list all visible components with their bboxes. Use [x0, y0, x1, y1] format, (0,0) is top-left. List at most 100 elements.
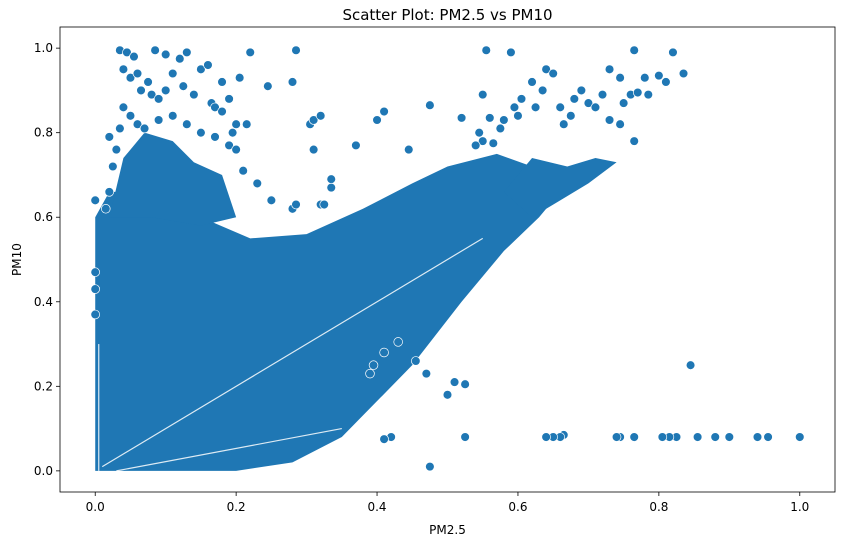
- scatter-point: [146, 89, 157, 100]
- y-axis-ticks: 0.0 0.2 0.4 0.6 0.8 1.0: [34, 41, 60, 478]
- scatter-point: [315, 111, 326, 121]
- scatter-point: [615, 72, 625, 83]
- y-tick-label: 0.2: [34, 379, 53, 393]
- scatter-point: [379, 434, 389, 444]
- scatter-point: [287, 77, 298, 87]
- x-tick-label: 0.6: [508, 500, 527, 514]
- scatter-point: [104, 132, 115, 142]
- scatter-point: [217, 106, 227, 117]
- scatter-point: [153, 94, 164, 104]
- scatter-point: [537, 85, 548, 96]
- scatter-point: [101, 204, 111, 214]
- scatter-point: [245, 47, 255, 58]
- scatter-point: [566, 111, 576, 121]
- scatter-point: [604, 115, 615, 125]
- scatter-point: [372, 115, 382, 125]
- scatter-point: [640, 72, 650, 83]
- scatter-point: [404, 144, 414, 155]
- scatter-point: [217, 77, 227, 87]
- scatter-point: [541, 64, 551, 75]
- scatter-point: [308, 115, 319, 125]
- scatter-point: [657, 432, 668, 442]
- scatter-point: [752, 432, 763, 442]
- scatter-point: [238, 165, 248, 176]
- scatter-point: [90, 195, 100, 206]
- scatter-point: [153, 115, 164, 125]
- scatter-point: [351, 140, 361, 151]
- scatter-point: [227, 127, 238, 138]
- scatter-point: [583, 98, 594, 108]
- y-tick-label: 0.4: [34, 295, 53, 309]
- x-axis-label: PM2.5: [429, 523, 466, 537]
- scatter-point: [678, 68, 689, 79]
- scatter-point: [499, 115, 509, 125]
- scatter-point: [104, 187, 115, 197]
- scatter-point: [470, 140, 481, 151]
- scatter-point: [143, 77, 153, 87]
- scatter-point: [90, 309, 100, 320]
- scatter-point: [569, 94, 580, 104]
- scatter-points-layer: [90, 45, 805, 472]
- y-tick-label: 0.6: [34, 210, 53, 224]
- scatter-point: [182, 47, 192, 58]
- scatter-point: [513, 111, 523, 121]
- scatter-point: [210, 132, 220, 142]
- scatter-point: [516, 94, 527, 104]
- scatter-point: [530, 102, 541, 113]
- scatter-point: [629, 432, 639, 442]
- scatter-point: [509, 102, 520, 113]
- scatter-point: [558, 119, 569, 129]
- scatter-point: [108, 161, 118, 172]
- scatter-point: [189, 89, 199, 100]
- scatter-point: [597, 89, 608, 100]
- y-tick-label: 0.0: [34, 464, 53, 478]
- scatter-point: [90, 267, 100, 277]
- scatter-point: [495, 123, 506, 134]
- cloud-highlight-diagonal: [101, 237, 484, 468]
- scatter-point: [118, 64, 129, 75]
- scatter-point: [477, 136, 488, 146]
- dense-cloud-main: [95, 153, 561, 471]
- scatter-point: [604, 64, 615, 75]
- y-axis-label: PM10: [10, 243, 24, 276]
- point-cloud-layer: [95, 132, 617, 472]
- scatter-point: [129, 51, 139, 62]
- scatter-point: [654, 70, 664, 81]
- scatter-point: [234, 72, 245, 83]
- scatter-point: [629, 136, 639, 146]
- scatter-point: [150, 45, 160, 55]
- scatter-point: [685, 360, 696, 370]
- scatter-point: [460, 432, 470, 442]
- scatter-point: [319, 199, 329, 210]
- scatter-point: [632, 87, 643, 98]
- scatter-point: [555, 102, 565, 113]
- scatter-point: [629, 45, 639, 55]
- scatter-point: [411, 356, 421, 366]
- scatter-point: [115, 123, 125, 134]
- scatter-point: [224, 94, 234, 104]
- scatter-point: [167, 111, 178, 121]
- scatter-point: [231, 119, 241, 129]
- scatter-point: [326, 174, 337, 184]
- scatter-point: [125, 72, 136, 83]
- scatter-point: [379, 106, 389, 117]
- scatter-point: [326, 182, 337, 193]
- scatter-point: [266, 195, 277, 206]
- x-axis-ticks: 0.0 0.2 0.4 0.6 0.8 1.0: [86, 492, 809, 514]
- scatter-point: [661, 77, 671, 87]
- scatter-point: [506, 47, 516, 58]
- scatter-point: [231, 144, 241, 155]
- scatter-point: [442, 390, 453, 400]
- scatter-point: [590, 102, 601, 113]
- scatter-point: [365, 368, 375, 379]
- scatter-point: [425, 100, 435, 110]
- x-tick-label: 0.0: [86, 500, 105, 514]
- scatter-point: [485, 113, 495, 123]
- scatter-point: [196, 127, 206, 138]
- scatter-point: [160, 49, 171, 60]
- scatter-point: [132, 68, 143, 79]
- scatter-point: [618, 98, 629, 108]
- x-tick-label: 0.2: [227, 500, 246, 514]
- scatter-point: [182, 119, 192, 129]
